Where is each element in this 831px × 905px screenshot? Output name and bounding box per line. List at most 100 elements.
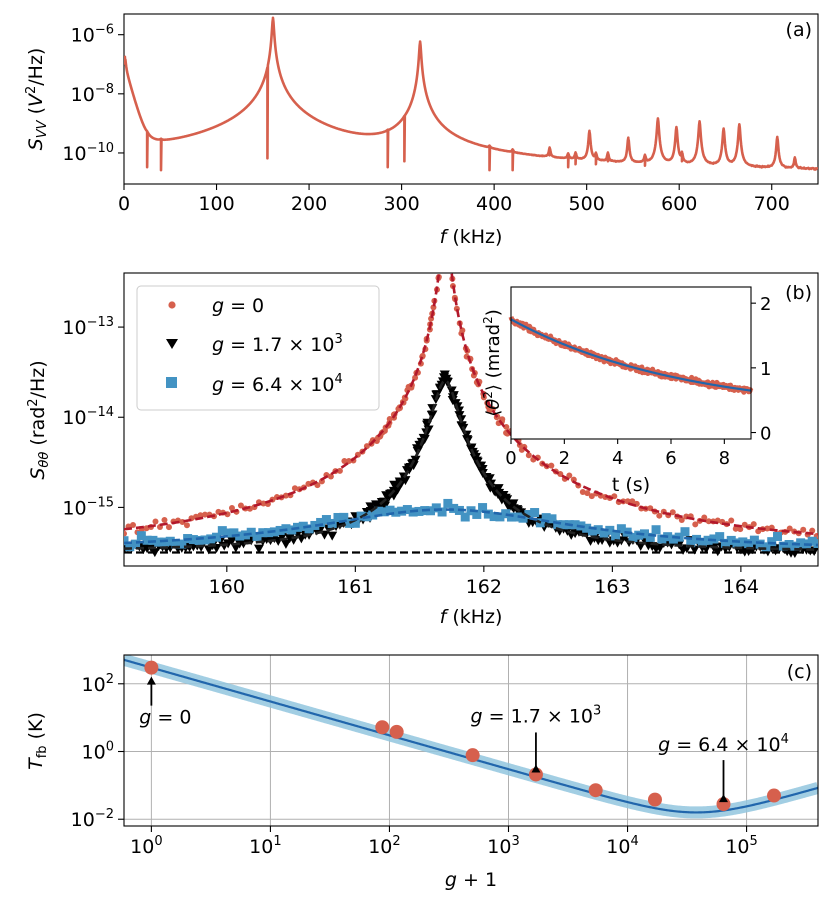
marker-g2 bbox=[680, 527, 690, 537]
marker-g1 bbox=[410, 455, 421, 465]
marker-g0 bbox=[732, 525, 739, 532]
marker-g0 bbox=[701, 514, 708, 521]
fit-line-g2 bbox=[124, 508, 818, 547]
marker-g2 bbox=[547, 514, 557, 524]
marker-g2 bbox=[414, 506, 424, 516]
fit-line-g0 bbox=[124, 273, 818, 536]
inset-x-tick-label: 4 bbox=[612, 448, 623, 469]
marker-g2 bbox=[177, 539, 187, 549]
panel-c-label: (c) bbox=[787, 661, 812, 683]
marker-g2 bbox=[478, 503, 488, 513]
marker-g2 bbox=[437, 507, 447, 517]
marker-g2 bbox=[460, 512, 470, 522]
inset-fit-line bbox=[510, 318, 752, 392]
legend-marker-g1 bbox=[166, 339, 178, 349]
marker-g2 bbox=[304, 524, 314, 534]
marker-g2 bbox=[570, 520, 580, 530]
inset-x-tick-label: 6 bbox=[665, 448, 676, 469]
panel-b-inset: 0 2 4 6 8 0 1 2 t (s) ⟨θ2⟩ (mrad2) bbox=[481, 286, 771, 496]
marker-g0 bbox=[161, 516, 168, 523]
panel-a-label: (a) bbox=[786, 19, 812, 41]
marker-g0 bbox=[124, 530, 127, 537]
marker-g2 bbox=[611, 531, 621, 541]
marker-g2 bbox=[726, 535, 736, 545]
marker-g0 bbox=[341, 458, 348, 465]
inset-x-tick-label: 8 bbox=[719, 448, 730, 469]
marker-g2 bbox=[142, 535, 152, 545]
marker-g2 bbox=[212, 532, 222, 542]
panel-c-axes-frame bbox=[123, 654, 819, 827]
marker-g2 bbox=[391, 507, 401, 517]
x-tick-label: 103 bbox=[487, 834, 519, 858]
panel-c-y-label: Tfb (K) bbox=[25, 712, 50, 770]
marker-g2 bbox=[715, 532, 725, 542]
marker-g2 bbox=[640, 529, 649, 539]
panel-a-x-ticks: 0 100 200 300 400 500 600 700 bbox=[118, 184, 790, 215]
marker-g0 bbox=[291, 485, 298, 492]
marker-g1 bbox=[426, 410, 437, 420]
marker-g1 bbox=[253, 544, 264, 554]
x-tick-label: 100 bbox=[130, 834, 162, 858]
marker-g2 bbox=[483, 509, 493, 519]
marker-g2 bbox=[310, 520, 320, 530]
marker-g0 bbox=[584, 490, 591, 497]
marker-g2 bbox=[530, 508, 540, 518]
marker-g2 bbox=[345, 518, 355, 528]
marker-g1 bbox=[493, 484, 504, 494]
spectrum-line-a bbox=[124, 16, 818, 172]
marker-g2 bbox=[350, 518, 360, 528]
marker-g2 bbox=[165, 536, 175, 546]
panel-a-plot-area bbox=[124, 16, 818, 172]
panel-b-x-ticks: 160 161 162 163 164 bbox=[209, 566, 759, 598]
annot-g2-label: g = 6.4 × 104 bbox=[658, 732, 789, 756]
marker-g2 bbox=[385, 505, 395, 515]
data-point bbox=[375, 720, 390, 735]
marker-g2 bbox=[761, 542, 771, 552]
inset-y-tick-label: 0 bbox=[760, 424, 771, 445]
x-tick-label: 300 bbox=[383, 193, 419, 215]
marker-g2 bbox=[790, 541, 800, 551]
marker-g2 bbox=[599, 528, 609, 538]
panel-c-x-label: g + 1 bbox=[445, 869, 497, 891]
marker-g0 bbox=[678, 517, 685, 524]
marker-g2 bbox=[316, 517, 326, 527]
marker-g1 bbox=[327, 531, 338, 541]
marker-g2 bbox=[136, 531, 146, 541]
marker-g2 bbox=[379, 507, 389, 517]
marker-g2 bbox=[501, 509, 511, 519]
marker-g2 bbox=[796, 538, 806, 548]
data-point bbox=[588, 783, 603, 798]
y-tick-label: 10−13 bbox=[62, 315, 114, 339]
marker-g1 bbox=[654, 543, 665, 553]
panel-a-axes-frame bbox=[123, 13, 819, 185]
panel-b-axes-frame bbox=[123, 272, 819, 567]
marker-g2 bbox=[333, 512, 343, 522]
data-point bbox=[389, 724, 404, 739]
marker-g2 bbox=[194, 535, 204, 545]
marker-g0 bbox=[629, 498, 636, 505]
annot-g1-label: g = 1.7 × 103 bbox=[471, 703, 602, 727]
marker-g2 bbox=[784, 540, 794, 550]
inset-x-tick-label: 2 bbox=[559, 448, 570, 469]
x-tick-label: 161 bbox=[337, 576, 373, 598]
marker-g2 bbox=[171, 539, 181, 549]
marker-g2 bbox=[188, 535, 198, 545]
marker-g2 bbox=[131, 539, 141, 549]
marker-g0 bbox=[656, 512, 663, 519]
annot-g0-label: g = 0 bbox=[139, 707, 191, 729]
marker-g0 bbox=[579, 489, 586, 496]
marker-g2 bbox=[489, 512, 499, 522]
legend-label-g1: g = 1.7 × 103 bbox=[212, 332, 343, 356]
marker-g0 bbox=[336, 467, 343, 474]
marker-g1 bbox=[789, 549, 800, 559]
marker-g0 bbox=[305, 480, 312, 487]
marker-g2 bbox=[767, 537, 777, 547]
marker-g2 bbox=[472, 509, 482, 519]
marker-g2 bbox=[512, 512, 522, 522]
marker-g2 bbox=[738, 537, 748, 547]
x-tick-label: 163 bbox=[594, 576, 630, 598]
marker-g2 bbox=[559, 520, 569, 530]
marker-g2 bbox=[368, 510, 378, 520]
marker-g0 bbox=[570, 476, 577, 483]
